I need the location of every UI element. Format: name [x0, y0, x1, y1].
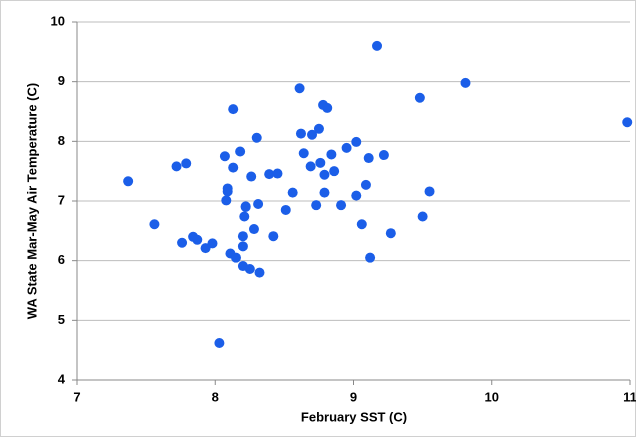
point — [298, 148, 309, 159]
y-tick-label: 4 — [58, 371, 66, 386]
point — [385, 228, 396, 239]
point — [319, 169, 330, 180]
point — [248, 224, 259, 235]
point — [622, 117, 633, 128]
point — [237, 231, 248, 242]
point — [414, 92, 425, 103]
point — [319, 187, 330, 198]
point — [326, 149, 337, 160]
point — [149, 219, 160, 230]
x-tick-label: 10 — [485, 389, 499, 404]
point — [295, 128, 306, 139]
point — [251, 132, 262, 143]
point — [123, 176, 134, 187]
point — [365, 252, 376, 263]
point — [315, 157, 326, 168]
x-axis-title: February SST (C) — [301, 409, 407, 424]
y-tick-label: 5 — [58, 312, 65, 327]
point — [268, 231, 279, 242]
point — [240, 201, 251, 212]
point — [294, 83, 305, 94]
point — [239, 211, 250, 222]
point — [264, 169, 275, 180]
point — [329, 166, 340, 177]
y-tick-label: 10 — [51, 13, 65, 28]
point — [207, 238, 218, 249]
point — [181, 158, 192, 169]
point — [192, 234, 203, 245]
point — [351, 136, 362, 147]
point — [417, 211, 428, 222]
point — [222, 186, 233, 197]
point — [351, 190, 362, 201]
x-tick-label: 7 — [73, 389, 80, 404]
x-tick-label: 11 — [623, 389, 636, 404]
point — [460, 77, 471, 88]
point — [230, 252, 241, 263]
y-tick-label: 7 — [58, 192, 65, 207]
point — [372, 40, 383, 51]
y-tick-label: 8 — [58, 133, 65, 148]
point — [305, 161, 316, 172]
point — [341, 142, 352, 153]
point — [177, 237, 188, 248]
point — [378, 150, 389, 161]
point — [272, 168, 283, 179]
point — [360, 179, 371, 190]
point — [363, 153, 374, 164]
point — [235, 146, 246, 157]
y-axis-title: WA State Mar-May Air Temperature (C) — [24, 83, 39, 319]
point — [171, 161, 182, 172]
point — [246, 171, 257, 182]
point — [221, 195, 232, 206]
point — [313, 123, 324, 134]
point — [228, 162, 239, 173]
point — [287, 187, 298, 198]
point — [244, 264, 255, 275]
point — [214, 338, 225, 349]
point — [237, 241, 248, 252]
y-tick-label: 9 — [58, 73, 65, 88]
x-tick-label: 8 — [212, 389, 219, 404]
y-tick-label: 6 — [58, 252, 65, 267]
point — [336, 200, 347, 211]
point — [322, 102, 333, 113]
point — [219, 151, 230, 162]
point — [307, 129, 318, 140]
point — [424, 186, 435, 197]
point — [311, 200, 322, 211]
point — [228, 104, 239, 115]
point — [356, 219, 367, 230]
point — [253, 198, 264, 209]
point — [254, 267, 265, 278]
point — [280, 204, 291, 215]
x-tick-label: 9 — [350, 389, 357, 404]
